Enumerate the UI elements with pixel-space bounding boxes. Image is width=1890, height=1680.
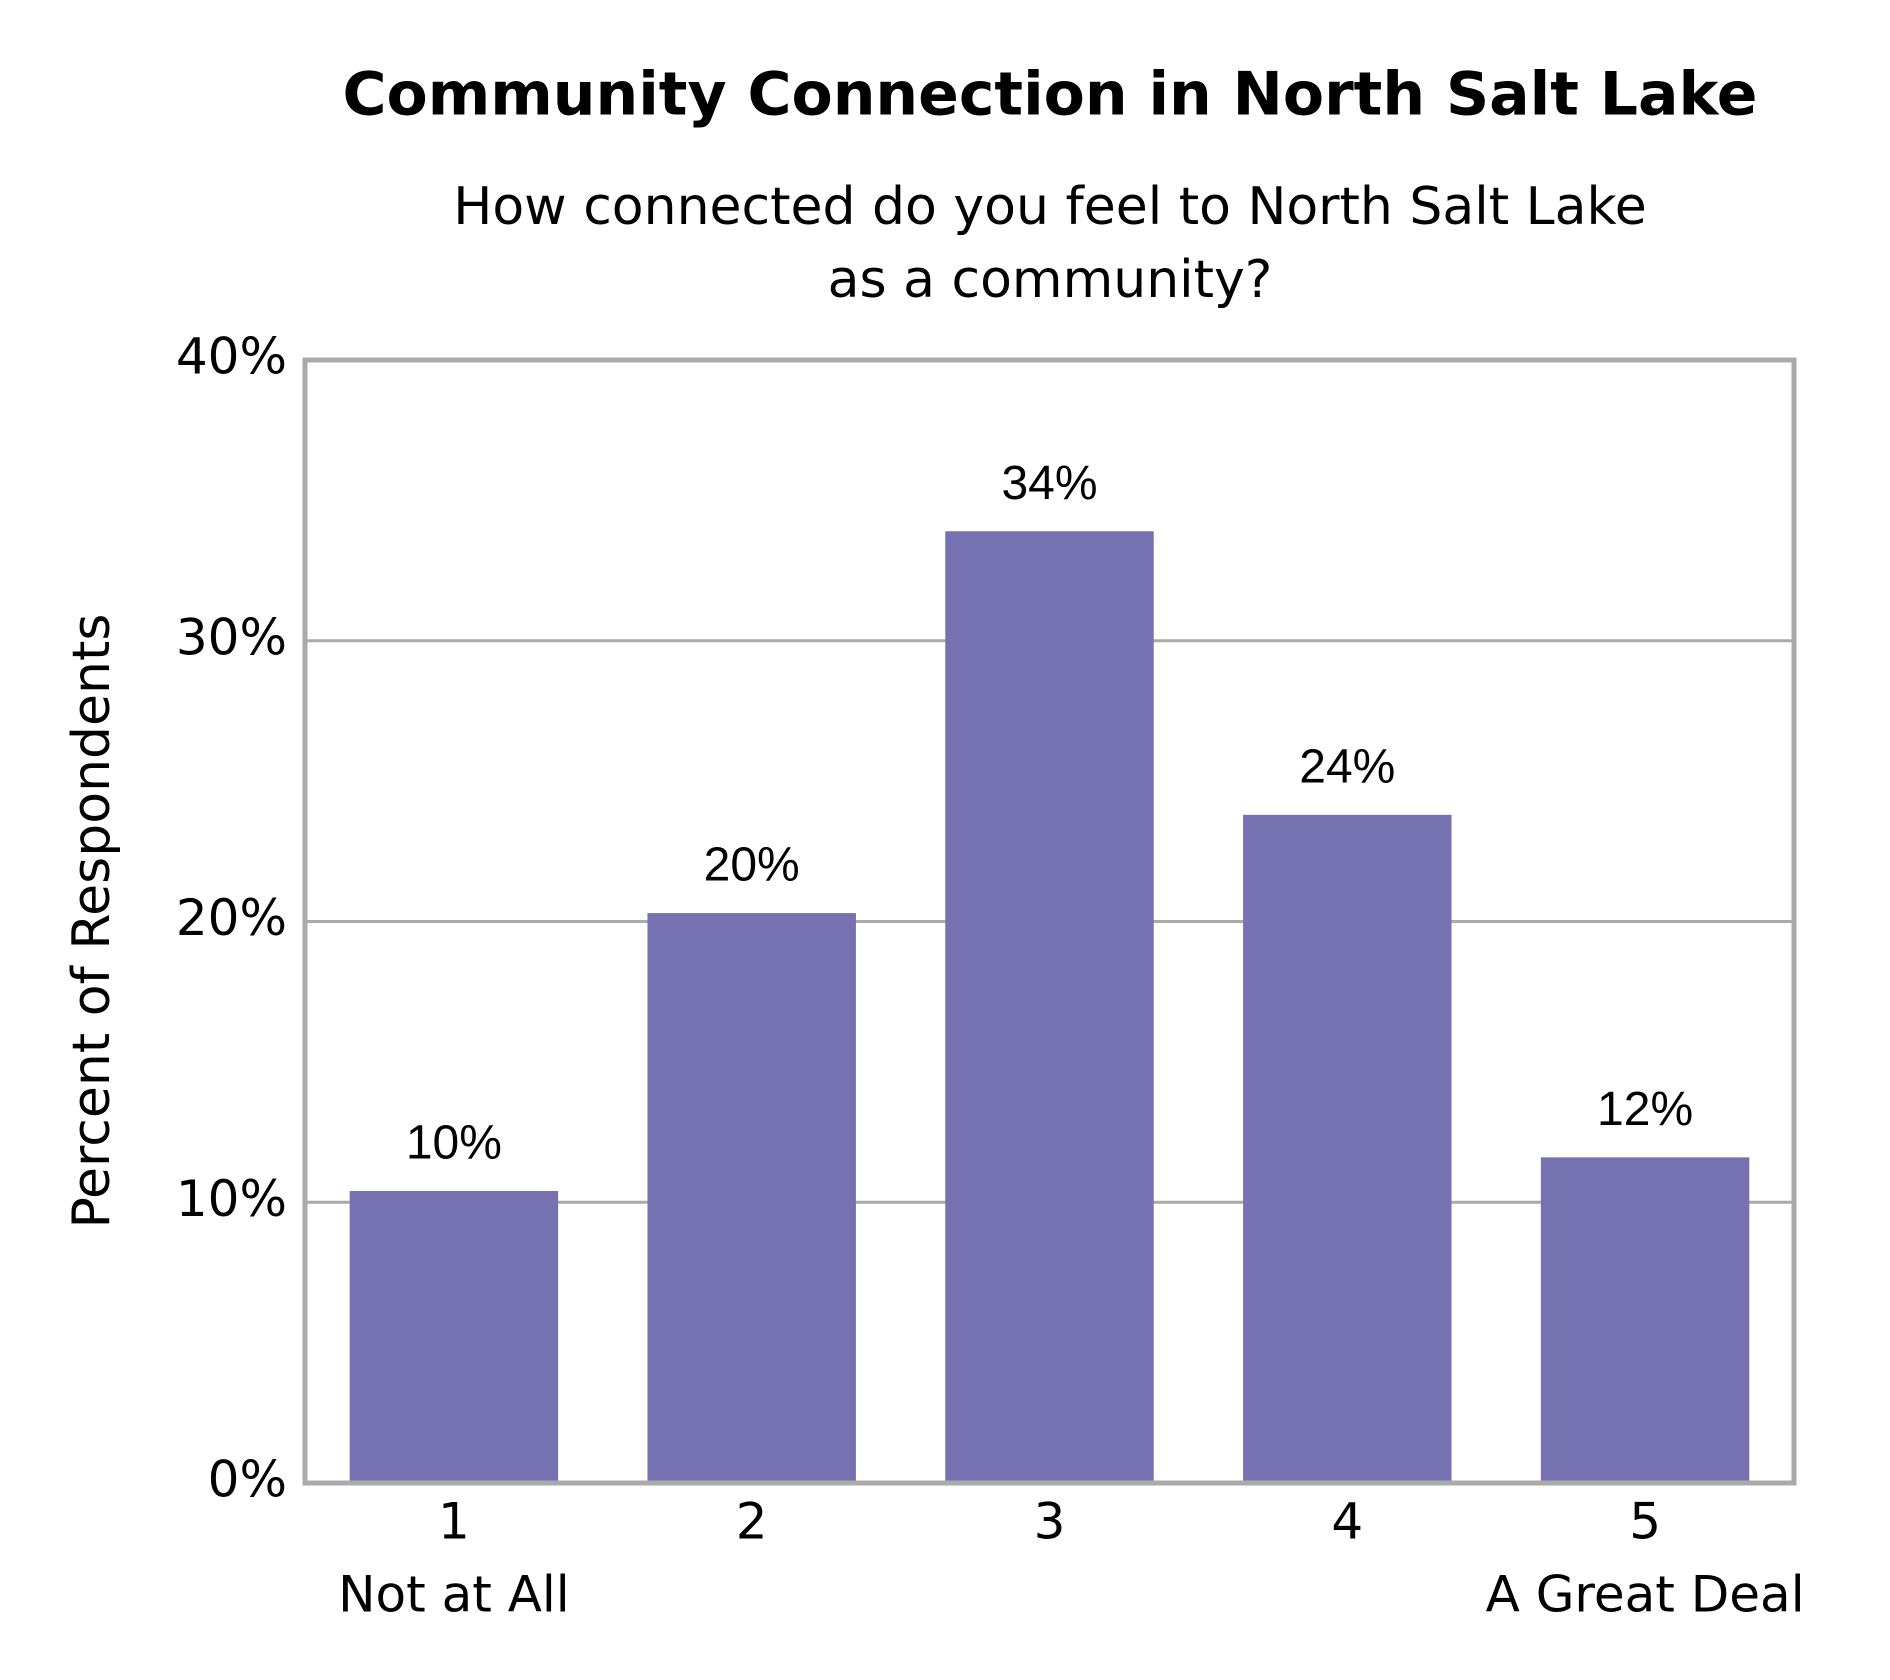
bar [1243,814,1452,1483]
bar [1540,1157,1750,1483]
y-tick-label: 20% [176,889,287,947]
chart-subtitle: as a community? [828,250,1273,310]
x-tick-label: 5 [1629,1493,1661,1551]
plot-frame [302,357,1797,1486]
y-axis-label: Percent of Respondents [62,614,122,1229]
bar [647,913,856,1483]
y-tick-label: 30% [176,608,287,666]
bar [349,1191,559,1483]
x-tick-label: 3 [1034,1493,1066,1551]
x-tick-sublabel: Not at All [338,1566,570,1624]
value-label: 10% [406,1117,502,1170]
x-tick-label: 2 [736,1493,768,1551]
chart-subtitle: How connected do you feel to North Salt … [453,177,1647,237]
value-label: 34% [1001,457,1097,510]
x-tick-label: 4 [1331,1493,1363,1551]
y-tick-label: 10% [176,1170,287,1228]
x-tick-sublabel: A Great Deal [1486,1566,1805,1624]
value-label: 24% [1299,740,1395,793]
y-tick-label: 40% [176,328,287,386]
value-label: 12% [1597,1083,1693,1136]
value-label: 20% [704,839,800,892]
x-tick-label: 1 [438,1493,470,1551]
chart-title: Community Connection in North Salt Lake [342,60,1757,130]
bar [945,531,1154,1483]
y-tick-label: 0% [208,1451,287,1509]
